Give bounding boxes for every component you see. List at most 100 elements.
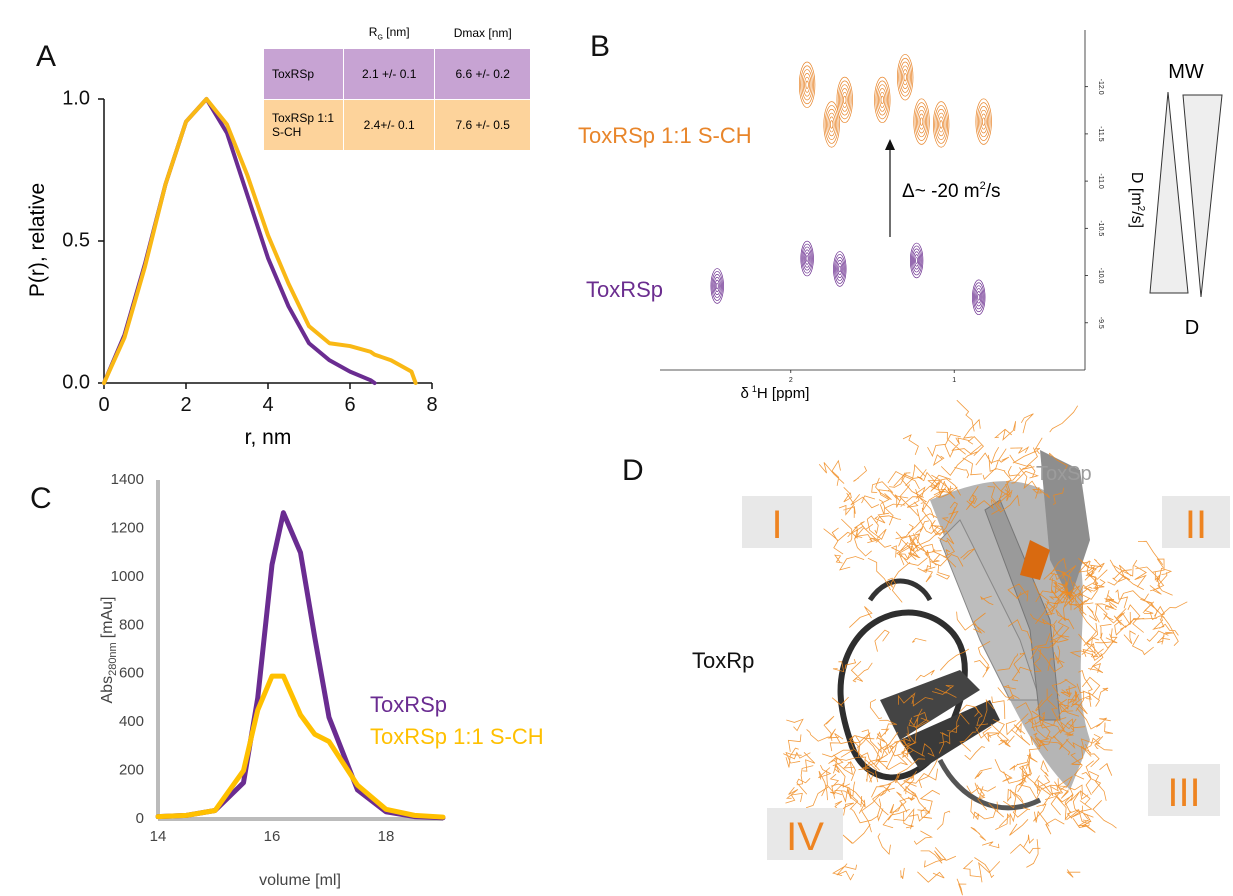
y-tick-label: -10.0 (1097, 268, 1104, 284)
contour-peak (801, 241, 814, 276)
series-label: ToxRSp 1:1 S-CH (578, 123, 752, 148)
y-tick-label: -9.5 (1097, 317, 1104, 329)
contour-ring (838, 81, 851, 119)
contour-ring (838, 263, 842, 275)
y-tick-label: 400 (119, 713, 144, 730)
contour-ring (977, 103, 990, 141)
y-tick-label: 0.5 (62, 229, 90, 251)
contour-ring (716, 283, 718, 289)
contour-ring (899, 58, 912, 96)
contour-ring (977, 291, 981, 303)
contour-ring (939, 117, 944, 132)
ensemble-cluster (833, 772, 1080, 895)
panel-label: B (590, 30, 610, 63)
y-axis-label: P(r), relative (26, 183, 49, 297)
y-axis-label: Abs280nm[mAu] (99, 596, 119, 703)
row-label: ToxRSp (264, 49, 344, 100)
parameter-table: RG [nm] Dmax [nm] ToxRSp 2.1 +/- 0.1 6.6… (263, 18, 531, 151)
contour-ring (842, 92, 847, 107)
contour-ring (916, 258, 918, 264)
contour-peak (897, 54, 913, 100)
contour-ring (915, 103, 928, 141)
y-axis-label: D [m2/s] (1128, 172, 1146, 228)
y-tick-label: 0 (136, 810, 144, 827)
header-cell: Dmax [nm] (435, 18, 531, 49)
contour-ring (920, 118, 923, 126)
contour-ring (981, 114, 986, 129)
table-row: ToxRSp 2.1 +/- 0.1 6.6 +/- 0.2 (264, 49, 531, 100)
contour-ring (982, 118, 985, 126)
contour-peak (910, 243, 923, 278)
y-tick-label: -11.0 (1097, 173, 1104, 189)
mw-triangle (1150, 92, 1188, 293)
y-tick-label: -11.5 (1097, 126, 1104, 142)
y-tick-label: -10.5 (1097, 220, 1104, 236)
contour-ring (801, 66, 814, 104)
y-tick-label: 200 (119, 762, 144, 779)
contour-peak (933, 102, 949, 148)
y-tick-label: 1.0 (62, 87, 90, 109)
contour-peak (875, 77, 891, 123)
contour-ring (839, 266, 841, 272)
x-tick-label: 0 (98, 394, 109, 416)
x-tick-label: 6 (344, 394, 355, 416)
x-axis-label: r, nm (245, 426, 292, 449)
y-tick-label: 600 (119, 665, 144, 682)
y-tick-label: -12.0 (1097, 79, 1104, 95)
contour-ring (802, 244, 813, 273)
figure: A B C D r, nm P(r), relative δ1H [ppm] D… (0, 0, 1233, 896)
contour-peak (799, 62, 815, 108)
y-tick-label: 0.0 (62, 371, 90, 393)
x-tick-label: 8 (426, 394, 437, 416)
contour-ring (903, 70, 908, 85)
contour-ring (911, 246, 922, 275)
contour-ring (880, 92, 885, 107)
d-label: D (1185, 317, 1199, 339)
contour-ring (825, 105, 838, 143)
mw-label: MW (1168, 61, 1204, 83)
contour-ring (904, 73, 907, 81)
cell: 6.6 +/- 0.2 (435, 49, 531, 100)
series-line (158, 513, 443, 818)
contour-ring (978, 294, 980, 300)
header-sub: G (377, 34, 382, 41)
y-tick-label: 1200 (111, 519, 144, 536)
cell: 2.4+/- 0.1 (344, 100, 435, 151)
table-row: ToxRSp 1:1 S-CH 2.4+/- 0.1 7.6 +/- 0.5 (264, 100, 531, 151)
toxrp-loop (870, 581, 930, 600)
header-row: RG [nm] Dmax [nm] (264, 18, 531, 49)
d-triangle (1183, 95, 1222, 297)
x-tick-label: 14 (150, 828, 167, 845)
arrow-head (885, 139, 895, 150)
contour-peak (711, 269, 724, 304)
legend-label: ToxRSp 1:1 S-CH (370, 724, 544, 749)
cell: 7.6 +/- 0.5 (435, 100, 531, 151)
contour-peak (837, 77, 853, 123)
contour-ring (806, 81, 809, 89)
contour-ring (830, 121, 833, 129)
header-cell: RG [nm] (344, 18, 435, 49)
site-label: II (1185, 503, 1207, 547)
y-tick-label: 1400 (111, 471, 144, 488)
contour-ring (829, 117, 834, 132)
contour-ring (881, 96, 884, 104)
panel-label: C (30, 482, 52, 515)
x-tick-label: 18 (378, 828, 395, 845)
contour-ring (915, 255, 919, 267)
panel-label: A (36, 40, 56, 73)
x-axis-label: volume [ml] (259, 872, 341, 889)
figure-canvas: A B C D r, nm P(r), relative δ1H [ppm] D… (0, 0, 1233, 896)
contour-peak (972, 280, 985, 315)
row-label: ToxRSp 1:1 S-CH (264, 100, 344, 151)
contour-peak (824, 102, 840, 148)
contour-ring (974, 283, 985, 312)
contour-ring (806, 256, 808, 262)
x-tick-label: 16 (264, 828, 281, 845)
contour-peak (976, 99, 992, 145)
contour-ring (843, 96, 846, 104)
contour-ring (876, 81, 889, 119)
contour-ring (919, 114, 924, 129)
y-tick-label: 800 (119, 616, 144, 633)
site-label: III (1167, 771, 1200, 815)
